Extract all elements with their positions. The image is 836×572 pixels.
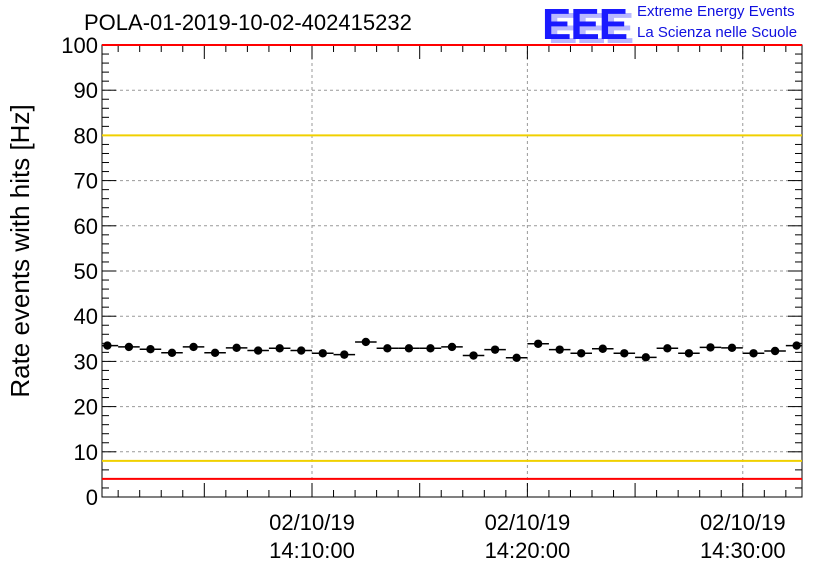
data-point xyxy=(469,351,478,360)
data-point xyxy=(770,346,780,356)
x-tick-label-time: 14:30:00 xyxy=(700,538,786,563)
data-point xyxy=(792,341,801,350)
y-tick-label: 60 xyxy=(74,214,98,239)
y-tick-label: 90 xyxy=(74,78,98,103)
eee-logo-letters: EEE xyxy=(542,0,628,49)
data-point xyxy=(253,346,263,355)
data-point xyxy=(426,344,435,353)
data-point xyxy=(620,349,629,358)
data-point xyxy=(103,341,112,350)
data-point xyxy=(318,349,327,358)
data-point xyxy=(275,344,284,353)
data-point xyxy=(490,345,500,354)
data-point xyxy=(340,350,349,359)
y-tick-label: 10 xyxy=(74,440,98,465)
x-tick-label-time: 14:10:00 xyxy=(269,538,355,563)
y-tick-label: 0 xyxy=(86,485,98,510)
y-tick-label: 100 xyxy=(61,33,98,58)
x-tick-label-time: 14:20:00 xyxy=(485,538,571,563)
y-tick-label: 20 xyxy=(74,395,98,420)
data-point xyxy=(577,349,586,358)
data-point xyxy=(124,342,134,352)
y-tick-label: 30 xyxy=(74,349,98,374)
y-tick-label: 50 xyxy=(74,259,98,284)
data-point xyxy=(404,344,414,353)
data-point xyxy=(684,349,694,358)
data-point xyxy=(297,346,306,355)
y-tick-label: 70 xyxy=(74,169,98,194)
x-tick-label-date: 02/10/19 xyxy=(700,510,786,535)
x-tick-label-date: 02/10/19 xyxy=(269,510,355,535)
data-point xyxy=(749,349,758,358)
data-point xyxy=(512,353,521,362)
data-point xyxy=(533,339,543,348)
data-point xyxy=(727,343,737,353)
logo-line-1: Extreme Energy Events xyxy=(637,3,795,20)
data-point xyxy=(555,345,564,354)
data-point xyxy=(706,343,715,352)
x-tick-label-date: 02/10/19 xyxy=(485,510,571,535)
y-axis-label: Rate events with hits [Hz] xyxy=(5,104,35,397)
data-point xyxy=(232,343,241,353)
data-point xyxy=(210,348,220,358)
logo-line-2: La Scienza nelle Scuole xyxy=(637,24,798,41)
y-tick-label: 80 xyxy=(74,123,98,148)
data-point xyxy=(447,342,457,352)
data-point xyxy=(146,344,155,354)
data-point xyxy=(361,337,371,347)
data-point xyxy=(189,342,198,352)
data-point xyxy=(663,344,672,353)
data-point xyxy=(167,348,177,358)
chart-title: POLA-01-2019-10-02-402415232 xyxy=(84,10,412,35)
eee-logo-shadow: EEE xyxy=(548,4,634,53)
eee-logo: EEE EEE Extreme Energy Events La Scienza… xyxy=(542,0,832,53)
data-point xyxy=(383,344,392,353)
data-point xyxy=(641,353,651,362)
y-tick-label: 40 xyxy=(74,304,98,329)
data-point xyxy=(598,344,607,353)
